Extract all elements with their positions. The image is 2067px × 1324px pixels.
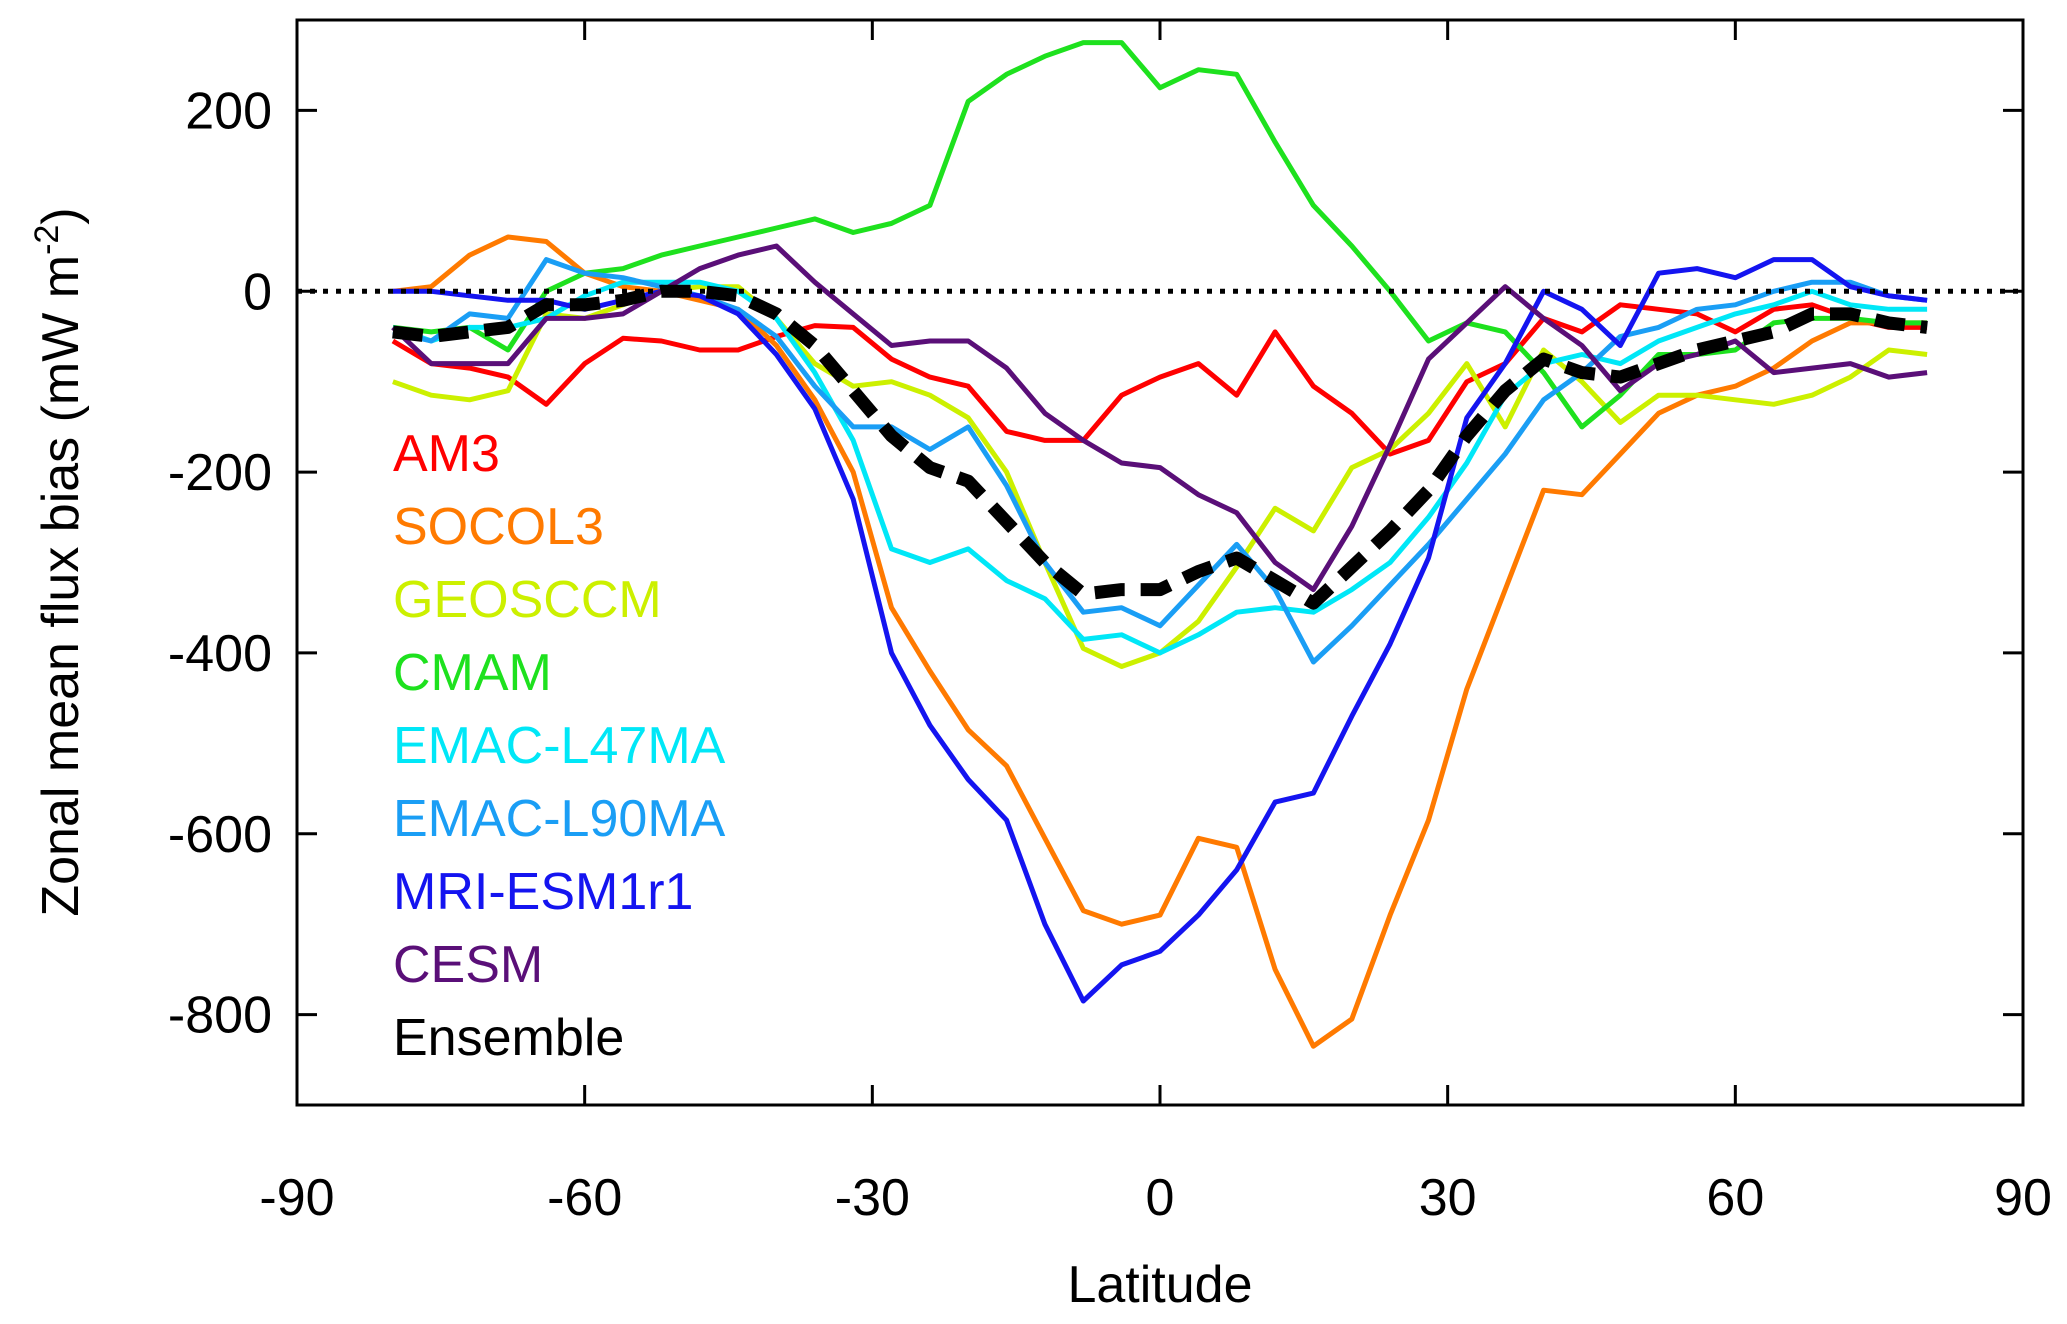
y-tick-label: -400 bbox=[168, 625, 272, 683]
y-axis-title: Zonal mean flux bias (mW m-2) bbox=[28, 207, 90, 916]
series-line-mri-esm1r1 bbox=[392, 257, 1928, 1004]
legend-entry-emac-l90ma: EMAC-L90MA bbox=[393, 790, 726, 848]
x-tick-label: 60 bbox=[1706, 1169, 1764, 1227]
legend-entry-emac-l47ma: EMAC-L47MA bbox=[393, 717, 726, 775]
y-tick-label: -800 bbox=[168, 987, 272, 1045]
legend-entry-geosccm: GEOSCCM bbox=[393, 571, 662, 629]
y-tick-label: 200 bbox=[185, 82, 272, 140]
series-line-ensemble bbox=[392, 284, 1928, 610]
y-axis-ticks: 200 0 -200 -400 -600 -800 bbox=[168, 82, 2023, 1045]
y-axis-title-main: Zonal mean flux bias (mW m bbox=[32, 255, 90, 917]
legend: AM3 SOCOL3 GEOSCCM CMAM EMAC-L47MA EMAC-L90MA… bbox=[393, 425, 726, 1067]
x-tick-label: -60 bbox=[547, 1169, 622, 1227]
legend-entry-cmam: CMAM bbox=[393, 644, 552, 702]
x-tick-label: 30 bbox=[1419, 1169, 1477, 1227]
x-tick-label: -90 bbox=[259, 1169, 334, 1227]
y-axis-title-close: ) bbox=[32, 207, 90, 224]
legend-entry-mri-esm1r1: MRI-ESM1r1 bbox=[393, 863, 693, 921]
legend-entry-ensemble: Ensemble bbox=[393, 1009, 624, 1067]
y-tick-label: -600 bbox=[168, 806, 272, 864]
series-line-emac-l90ma bbox=[392, 257, 1928, 665]
x-tick-label: 0 bbox=[1146, 1169, 1175, 1227]
x-tick-label: 90 bbox=[1994, 1169, 2052, 1227]
x-tick-label: -30 bbox=[835, 1169, 910, 1227]
y-tick-label: -200 bbox=[168, 444, 272, 502]
legend-entry-socol3: SOCOL3 bbox=[393, 498, 604, 556]
legend-entry-am3: AM3 bbox=[393, 425, 500, 483]
legend-entry-cesm: CESM bbox=[393, 936, 543, 994]
y-tick-label: 0 bbox=[243, 263, 272, 321]
x-axis-title: Latitude bbox=[1067, 1256, 1252, 1314]
series-line-am3 bbox=[391, 302, 1928, 457]
y-axis-title-superscript: -2 bbox=[28, 225, 66, 255]
x-axis-ticks: -90 -60 -30 0 30 60 90 bbox=[259, 20, 2052, 1227]
